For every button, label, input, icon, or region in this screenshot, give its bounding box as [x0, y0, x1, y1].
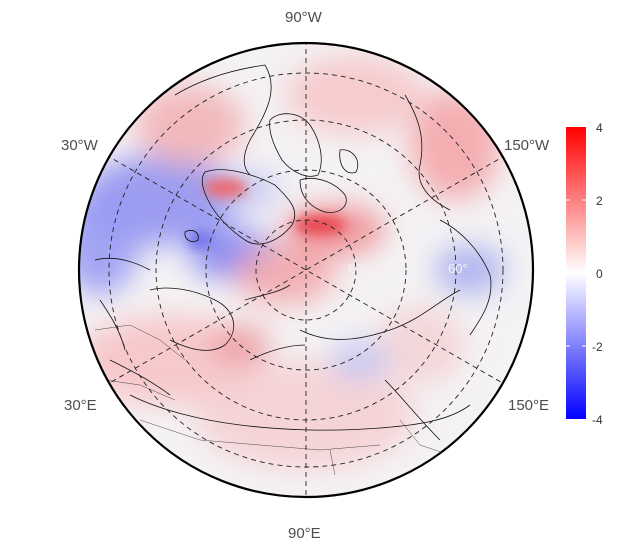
borders — [94, 324, 451, 476]
colorbar-tick-0: 0 — [596, 267, 603, 281]
longitude-label-30e: 30°E — [64, 397, 97, 414]
latitude-label-right: 60° — [448, 261, 468, 276]
colorbar-tick-neg2: -2 — [592, 340, 603, 354]
longitude-label-150w: 150°W — [504, 137, 550, 154]
anomaly-field — [79, 43, 533, 497]
map-boundary — [77, 41, 535, 499]
colorbar: 4 2 0 -2 -4 — [566, 121, 603, 427]
colorbar-tick-2: 2 — [596, 194, 603, 208]
longitude-label-90e: 90°E — [288, 525, 321, 542]
colorbar-tick-4: 4 — [596, 121, 603, 135]
longitude-label-30w: 30°W — [61, 137, 99, 154]
coastlines — [94, 64, 492, 441]
longitude-label-90w: 90°W — [285, 9, 323, 26]
colorbar-tick-neg4: -4 — [592, 413, 603, 427]
longitude-label-150e: 150°E — [508, 397, 549, 414]
colorbar-gradient — [566, 127, 586, 419]
graticule — [105, 43, 507, 497]
latitude-label-left: 60° — [348, 261, 368, 276]
